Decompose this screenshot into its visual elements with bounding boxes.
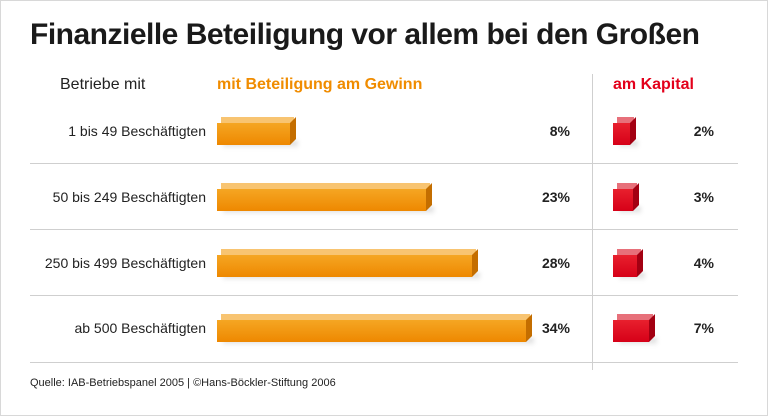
profit-bar-shadow [223, 338, 534, 346]
profit-value-label: 28% [541, 255, 570, 271]
capital-bar-front [613, 123, 630, 145]
profit-bar-top [221, 183, 430, 189]
row-divider [30, 163, 738, 164]
capital-bar-shadow [619, 273, 645, 281]
profit-bar-front [217, 320, 526, 342]
capital-bar-side [633, 183, 639, 211]
capital-bar-top [617, 314, 653, 320]
capital-bar-top [617, 249, 641, 255]
profit-bar-front [217, 189, 426, 211]
category-label: 50 bis 249 Beschäftigten [52, 189, 206, 205]
capital-bar-shadow [619, 141, 638, 149]
chart-row: 1 bis 49 Beschäftigten 8% 2% [0, 117, 768, 185]
capital-bar-side [649, 314, 655, 342]
capital-bar [613, 183, 641, 215]
profit-bar-side [426, 183, 432, 211]
capital-bar-front [613, 255, 637, 277]
profit-bar-side [472, 249, 478, 277]
capital-bar [613, 117, 638, 149]
profit-bar-shadow [223, 273, 480, 281]
profit-series-header: mit Beteiligung am Gewinn [217, 76, 423, 93]
capital-bar-side [630, 117, 636, 145]
profit-bar-front [217, 255, 472, 277]
profit-bar-top [221, 314, 530, 320]
chart-row: 50 bis 249 Beschäftigten 23% 3% [0, 183, 768, 251]
category-label: 250 bis 499 Beschäftigten [44, 255, 206, 271]
profit-bar [217, 314, 534, 346]
row-divider [30, 362, 738, 363]
capital-value-label: 2% [693, 123, 714, 139]
chart-title: Finanzielle Beteiligung vor allem bei de… [30, 18, 700, 51]
capital-value-label: 4% [693, 255, 714, 271]
profit-bar-top [221, 249, 476, 255]
capital-series-header: am Kapital [613, 76, 694, 93]
capital-bar-top [617, 183, 637, 189]
row-divider [30, 229, 738, 230]
profit-bar-shadow [223, 207, 434, 215]
profit-value-label: 8% [549, 123, 570, 139]
category-label: 1 bis 49 Beschäftigten [68, 123, 206, 139]
capital-bar [613, 314, 657, 346]
chart-row: 250 bis 499 Beschäftigten 28% 4% [0, 249, 768, 317]
profit-bar-side [290, 117, 296, 145]
capital-bar-side [637, 249, 643, 277]
profit-bar [217, 183, 434, 215]
profit-bar-top [221, 117, 294, 123]
capital-bar-shadow [619, 207, 641, 215]
profit-value-label: 34% [541, 320, 570, 336]
column-divider [592, 74, 593, 370]
category-header: Betriebe mit [60, 76, 146, 93]
profit-bar-side [526, 314, 532, 342]
profit-value-label: 23% [541, 189, 570, 205]
capital-bar [613, 249, 645, 281]
source-note: Quelle: IAB-Betriebspanel 2005 | ©Hans-B… [30, 377, 336, 389]
profit-bar [217, 117, 298, 149]
profit-bar-shadow [223, 141, 298, 149]
profit-bar [217, 249, 480, 281]
profit-bar-front [217, 123, 290, 145]
capital-bar-top [617, 117, 634, 123]
row-divider [30, 295, 738, 296]
capital-value-label: 3% [693, 189, 714, 205]
capital-bar-shadow [619, 338, 657, 346]
category-label: ab 500 Beschäftigten [74, 320, 206, 336]
capital-value-label: 7% [693, 320, 714, 336]
capital-bar-front [613, 320, 649, 342]
capital-bar-front [613, 189, 633, 211]
chart-row: ab 500 Beschäftigten 34% 7% [0, 314, 768, 382]
